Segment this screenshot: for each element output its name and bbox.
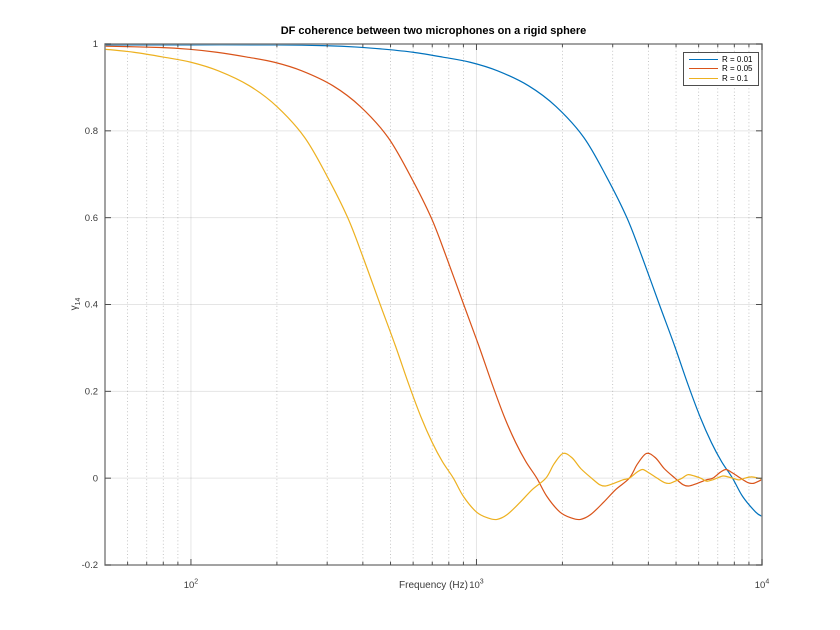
y-tick-label: 0 bbox=[93, 473, 98, 484]
legend-item-label: R = 0.1 bbox=[722, 73, 749, 83]
legend-swatch-line bbox=[689, 68, 718, 70]
legend-item: R = 0.1 bbox=[689, 74, 756, 83]
series-group bbox=[105, 44, 762, 521]
legend-swatch-line bbox=[689, 77, 718, 79]
y-tick-label: 0.8 bbox=[85, 126, 98, 137]
y-axis-label-symbol: γ bbox=[69, 305, 80, 311]
legend-item-label: R = 0.05 bbox=[722, 64, 753, 74]
y-tick-label: 1 bbox=[93, 39, 98, 50]
series-line-2 bbox=[105, 48, 762, 521]
x-axis-label: Frequency (Hz) bbox=[399, 580, 468, 591]
y-axis-label-subscript: 14 bbox=[75, 297, 82, 306]
y-tick-label: 0.4 bbox=[85, 300, 98, 311]
legend-swatch-line bbox=[689, 59, 718, 61]
x-tick-label: 103 bbox=[469, 579, 484, 592]
chart-title: DF coherence between two microphones on … bbox=[280, 25, 587, 37]
series-line-1 bbox=[105, 45, 762, 521]
y-tick-label: 0.2 bbox=[85, 387, 98, 398]
legend: R = 0.01 R = 0.05 R = 0.1 bbox=[683, 52, 759, 86]
x-tick-label: 104 bbox=[755, 579, 770, 592]
legend-item-label: R = 0.01 bbox=[722, 55, 753, 65]
series-line-0 bbox=[105, 44, 762, 517]
y-axis-label: γ14 bbox=[69, 274, 83, 334]
legend-item: R = 0.05 bbox=[689, 64, 756, 73]
y-tick-label: -0.2 bbox=[82, 560, 98, 571]
legend-item: R = 0.01 bbox=[689, 55, 756, 64]
x-tick-label: 102 bbox=[184, 579, 199, 592]
y-tick-label: 0.6 bbox=[85, 213, 98, 224]
